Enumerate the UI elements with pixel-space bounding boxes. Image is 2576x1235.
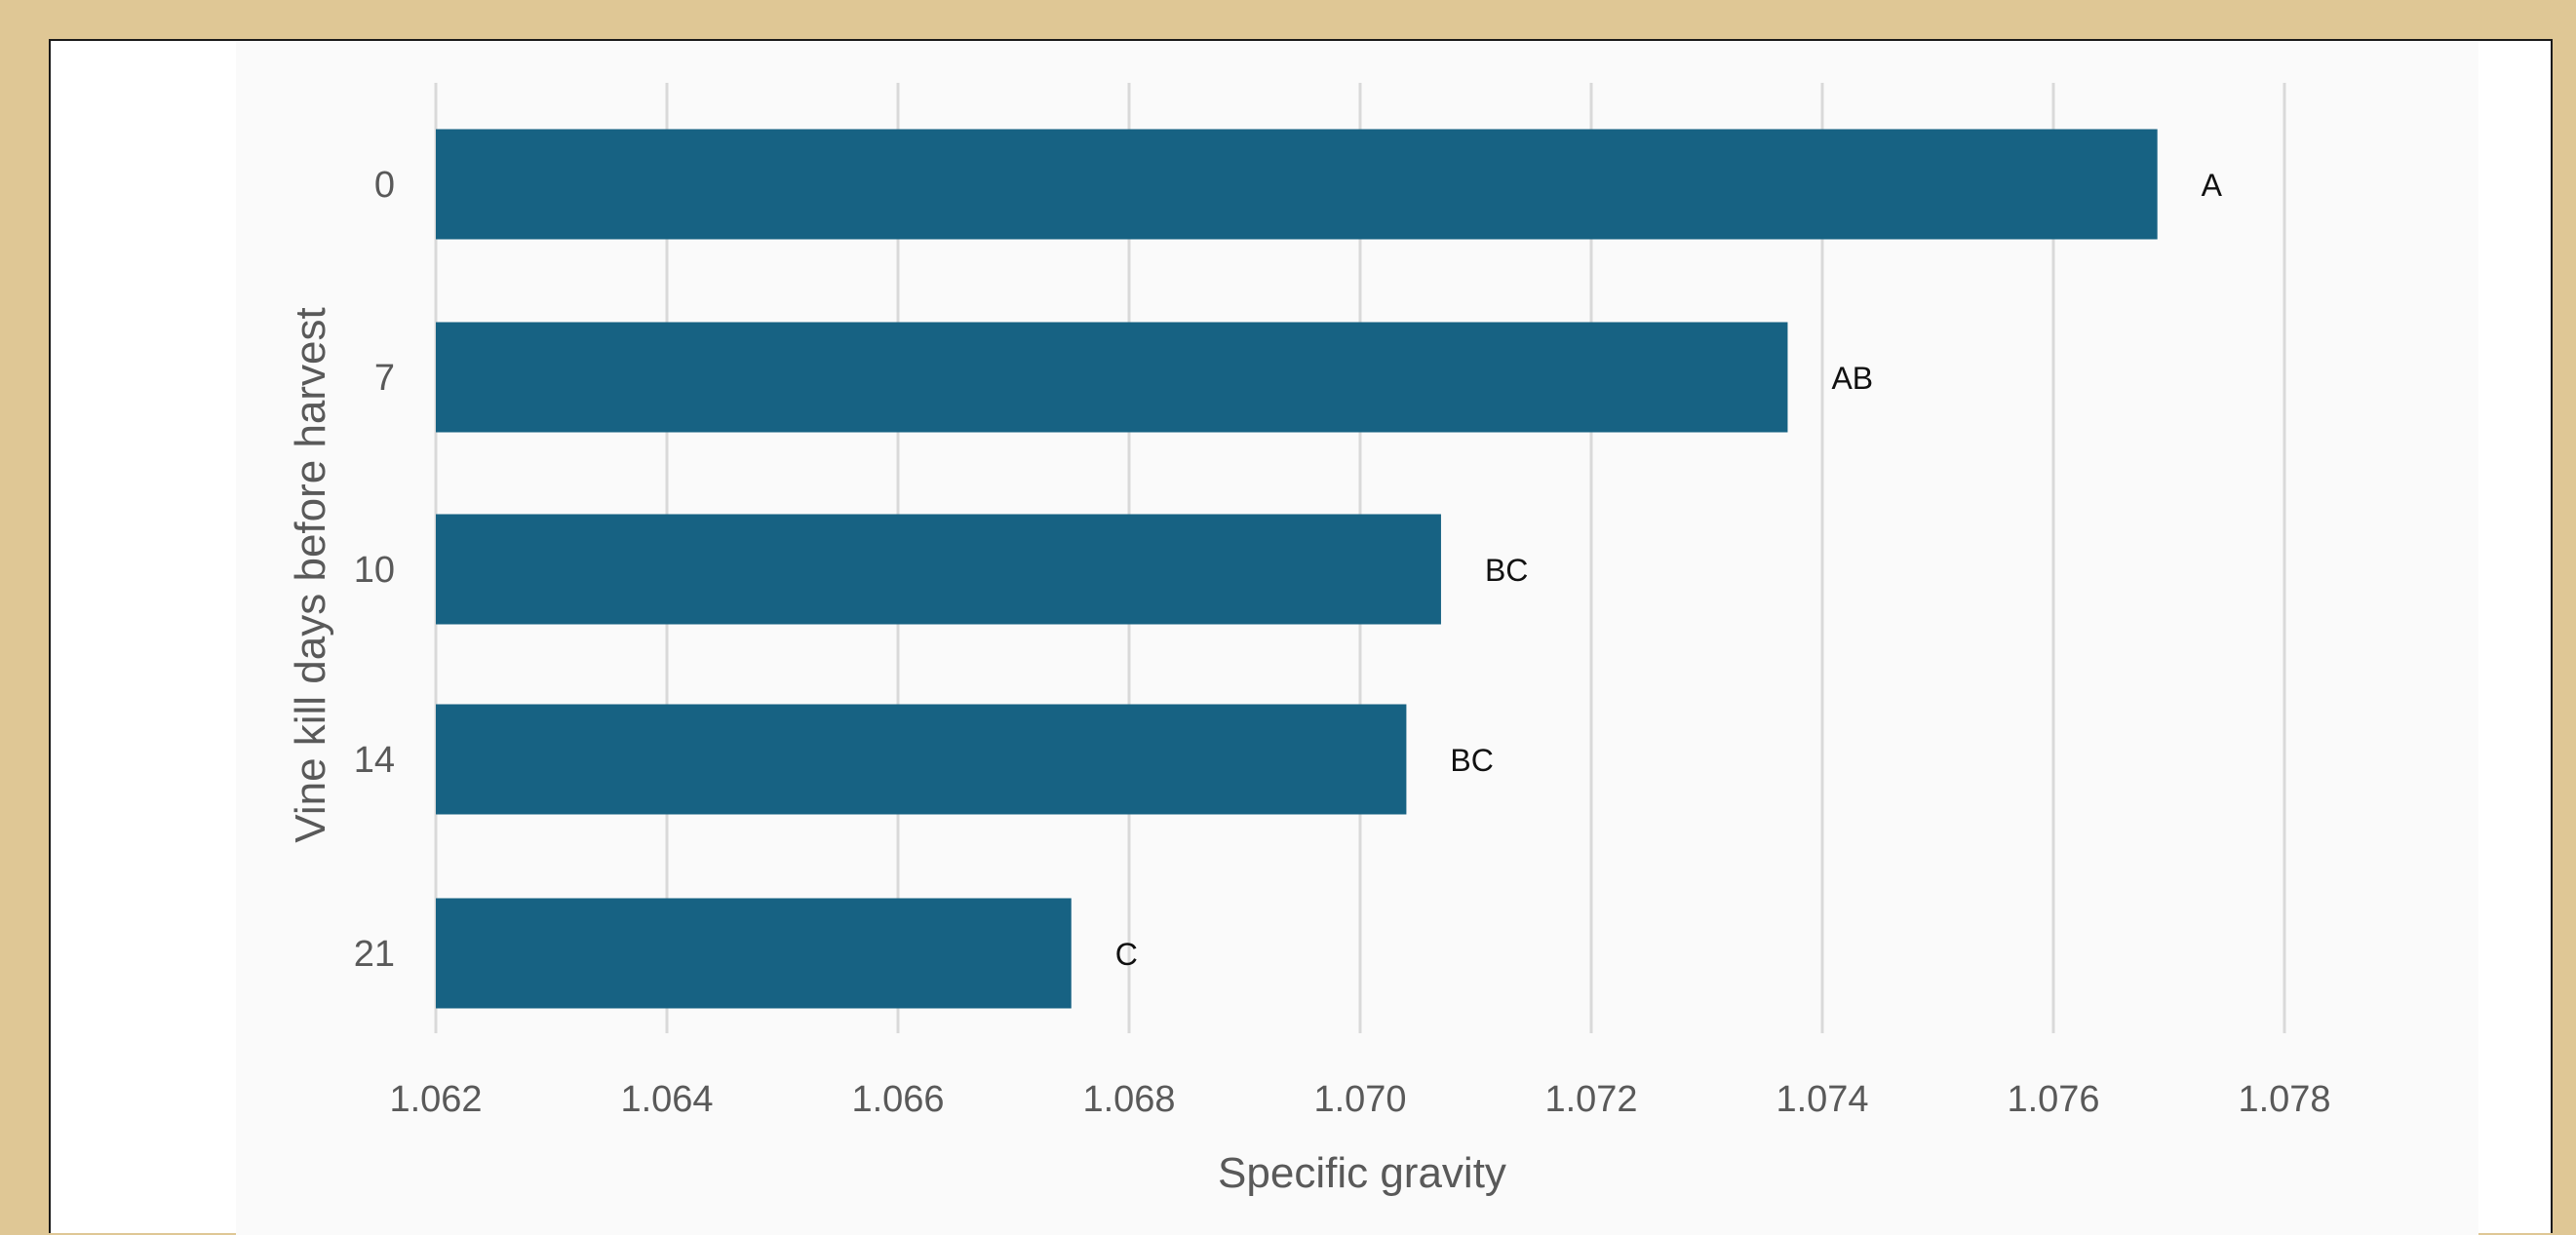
bars — [436, 130, 2158, 1009]
x-tick-label: 1.062 — [389, 1079, 482, 1120]
category-tick-label: 0 — [374, 165, 395, 206]
bar-data-label: C — [1115, 937, 1138, 972]
x-tick-label: 1.070 — [1313, 1079, 1406, 1120]
bar — [436, 899, 1072, 1009]
category-tick-label: 21 — [354, 934, 395, 975]
bar-data-label: BC — [1485, 553, 1528, 588]
category-tick-label: 10 — [354, 550, 395, 591]
bar — [436, 323, 1787, 433]
x-tick-label: 1.064 — [620, 1079, 713, 1120]
bar — [436, 130, 2158, 240]
bar — [436, 515, 1441, 625]
bar-data-label: BC — [1450, 743, 1493, 778]
x-tick-label: 1.072 — [1544, 1079, 1637, 1120]
bar — [436, 705, 1406, 815]
x-tick-label: 1.076 — [2007, 1079, 2099, 1120]
x-tick-labels: 1.062 1.064 1.066 1.068 1.070 1.072 1.074 1.076… — [389, 1079, 2330, 1120]
bar-data-label: A — [2202, 168, 2223, 203]
y-axis-title: Vine kill days before harvest — [287, 307, 334, 842]
category-tick-labels: 0 7 10 14 21 — [354, 165, 395, 975]
x-tick-label: 1.066 — [851, 1079, 944, 1120]
x-tick-label: 1.078 — [2238, 1079, 2330, 1120]
x-tick-label: 1.068 — [1082, 1079, 1175, 1120]
x-tick-label: 1.074 — [1776, 1079, 1868, 1120]
category-tick-label: 7 — [374, 358, 395, 399]
x-axis-title: Specific gravity — [1218, 1149, 1506, 1197]
category-tick-label: 14 — [354, 740, 395, 781]
bar-data-label: AB — [1831, 361, 1873, 396]
